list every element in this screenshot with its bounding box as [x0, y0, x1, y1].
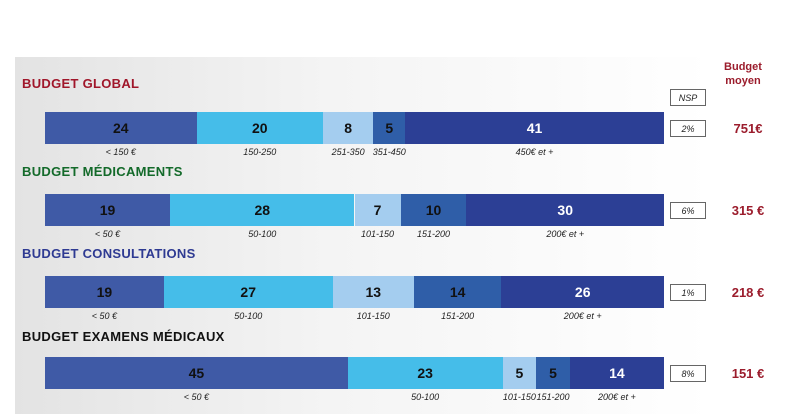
stacked-bar: 19 28 7 10 30: [45, 194, 664, 226]
segment-value-label: 30: [557, 202, 573, 218]
bar-segment: 27: [163, 276, 333, 308]
range-label: 200€ et +: [563, 311, 602, 321]
segment-value-label: 19: [99, 202, 116, 218]
range-label: 351-450: [372, 147, 406, 157]
segment-value-label: 23: [417, 365, 433, 381]
nsp-value: 1%: [681, 287, 695, 298]
bar-segment: 10: [400, 194, 467, 226]
bar-segment: 8: [322, 112, 374, 144]
segment-value-label: 13: [365, 284, 382, 300]
segment-value-label: 14: [449, 284, 466, 300]
nsp-header-box: NSP: [670, 89, 706, 106]
bar-segment: 19: [45, 276, 164, 308]
bar-segment: 30: [466, 194, 664, 226]
bar-segment: 13: [332, 276, 414, 308]
segment-value-label: 28: [254, 202, 271, 218]
bar-segment: 41: [405, 112, 664, 144]
segment-value-label: 20: [251, 120, 268, 136]
segment-value-label: 5: [515, 365, 524, 381]
segment-value-label: 14: [609, 365, 625, 381]
range-label: < 50 €: [94, 229, 121, 239]
range-label: 50-100: [411, 392, 440, 402]
range-label: 50-100: [234, 311, 263, 321]
bar-segment: 5: [502, 357, 537, 389]
nsp-value: 2%: [681, 123, 695, 134]
average-budget-value: 218 €: [731, 285, 765, 300]
segment-value-label: 41: [526, 120, 543, 136]
segment-value-label: 24: [113, 120, 129, 136]
segment-value-label: 5: [549, 365, 557, 381]
nsp-value-box: 6%: [670, 202, 706, 219]
nsp-value: 6%: [681, 205, 695, 216]
nsp-header-label: NSP: [678, 92, 698, 103]
bar-segment: 26: [501, 276, 664, 308]
average-budget-value: 315 €: [731, 203, 765, 218]
range-label: 200€ et +: [546, 229, 585, 239]
section-title: BUDGET GLOBAL: [22, 76, 140, 91]
bar-segment: 5: [373, 112, 406, 144]
budget-moyen-header: Budget moyen: [708, 60, 778, 88]
segment-value-label: 7: [373, 202, 382, 218]
segment-value-label: 5: [385, 120, 394, 136]
segment-value-label: 8: [344, 120, 353, 136]
bar-segment: 7: [354, 194, 401, 226]
range-label: 50-100: [248, 229, 277, 239]
range-label: 151-200: [536, 392, 570, 402]
range-label: 151-200: [417, 229, 451, 239]
stacked-bar: 24 20 8 5 41: [45, 112, 664, 144]
range-label: 151-200: [441, 311, 475, 321]
stacked-bar: 19 27 13 14 26: [45, 276, 664, 308]
range-label: 450€ et +: [515, 147, 554, 157]
bar-segment: 5: [536, 357, 570, 389]
range-label: 251-350: [331, 147, 365, 157]
average-budget-value: 751€: [733, 121, 763, 136]
section-title: BUDGET MÉDICAMENTS: [22, 164, 183, 179]
section-title: BUDGET CONSULTATIONS: [22, 246, 196, 261]
bar-segment: 14: [413, 276, 502, 308]
range-label: < 50 €: [183, 392, 210, 402]
bar-segment: 20: [196, 112, 323, 144]
range-label: 101-150: [361, 229, 395, 239]
bar-segment: 19: [45, 194, 171, 226]
bar-segment: 23: [347, 357, 503, 389]
section-title: BUDGET EXAMENS MÉDICAUX: [22, 329, 225, 344]
nsp-value-box: 1%: [670, 284, 706, 301]
segment-value-label: 26: [574, 284, 591, 300]
budget-header-line1: Budget: [724, 61, 762, 73]
bar-segment: 14: [569, 357, 664, 389]
bar-segment: 24: [45, 112, 197, 144]
segment-value-label: 10: [425, 202, 442, 218]
nsp-value: 8%: [681, 368, 695, 379]
stacked-bar: 45 23 5 5 14: [45, 357, 664, 389]
segment-value-label: 45: [188, 365, 205, 381]
segment-value-label: 27: [240, 284, 256, 300]
segment-value-label: 19: [96, 284, 113, 300]
bar-segment: 28: [170, 194, 355, 226]
nsp-value-box: 8%: [670, 365, 706, 382]
range-label: < 50 €: [91, 311, 118, 321]
range-label: 101-150: [356, 311, 390, 321]
range-label: 200€ et +: [597, 392, 636, 402]
average-panel: [711, 57, 786, 414]
nsp-value-box: 2%: [670, 120, 706, 137]
range-label: 150-250: [243, 147, 277, 157]
budget-header-line2: moyen: [725, 75, 761, 87]
bar-segment: 45: [45, 357, 348, 389]
range-label: 101-150: [502, 392, 536, 402]
average-budget-value: 151 €: [731, 366, 765, 381]
range-label: < 150 €: [105, 147, 136, 157]
